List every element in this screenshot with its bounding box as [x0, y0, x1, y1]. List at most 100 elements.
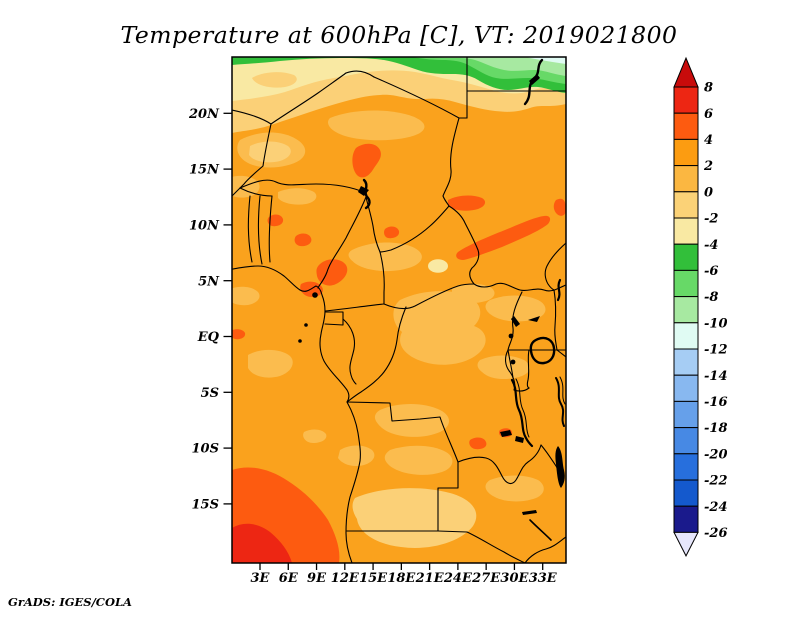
country-borders-part — [239, 123, 272, 189]
country-borders-part — [346, 306, 407, 403]
warm-patches-part — [553, 198, 566, 216]
colorbar-segment — [673, 400, 699, 429]
lake-kivu — [510, 359, 516, 365]
country-borders-part — [317, 196, 367, 289]
contour-patches-part — [303, 429, 327, 443]
colorbar-label: -20 — [704, 447, 728, 462]
country-borders-part — [556, 349, 566, 358]
warm-patches-part — [384, 226, 400, 239]
lakes-and-rivers — [298, 58, 566, 541]
lon-tick-label: 15E — [359, 571, 388, 586]
warm-patches-part — [294, 233, 312, 247]
country-borders-part — [324, 303, 385, 312]
colorbar-segment — [673, 322, 699, 350]
principe-island — [304, 323, 308, 327]
lakes-and-rivers-part — [515, 378, 530, 438]
lon-tick-label: 18E — [387, 571, 416, 586]
country-borders-part — [379, 205, 450, 253]
lon-tick-label: 3E — [251, 571, 271, 586]
colorbar-segment — [673, 243, 699, 271]
lake-kyoga — [528, 316, 540, 322]
colorbar-label: -26 — [704, 526, 728, 541]
lon-tick-label: 6E — [279, 571, 299, 586]
colorbar-segment — [673, 453, 699, 481]
country-borders-part — [553, 289, 558, 351]
colorbar-arrow-above — [673, 56, 699, 88]
coastline — [232, 265, 361, 563]
contour-patches-part — [452, 283, 495, 304]
longitude-axis: 3E 6E 9E 12E 15E 18E 21E 24E 27E 30E 33E — [251, 563, 558, 586]
country-borders-part — [457, 444, 542, 485]
lake-turkana — [556, 278, 562, 302]
colorbar-segment — [673, 374, 699, 402]
contour-patches-part — [352, 488, 477, 548]
band-minus8-minus6 — [232, 57, 566, 84]
colorbar-segment — [673, 296, 699, 324]
band-minus10-minus8 — [410, 57, 566, 76]
sudan-warm-belt — [456, 215, 551, 260]
contour-patches-part — [393, 291, 486, 365]
lon-tick-label: 30E — [500, 571, 529, 586]
pale-yellow-spot — [428, 259, 448, 273]
north-cold-bands — [232, 57, 566, 133]
colorbar-segment — [673, 86, 699, 114]
tan-streak — [252, 72, 297, 88]
lat-tick-label: 15N — [189, 163, 220, 178]
lake-edward — [508, 333, 514, 339]
lon-tick-label: 27E — [471, 571, 501, 586]
colorbar-segment — [673, 112, 699, 140]
lat-tick-label: 10N — [189, 219, 220, 234]
sw-ocean-hot-core — [232, 523, 292, 563]
warm-patches-part — [267, 214, 284, 227]
contour-patches-part — [232, 175, 260, 198]
country-borders-part — [437, 530, 526, 563]
lon-tick-label: 12E — [331, 571, 360, 586]
contour-patches-part — [384, 445, 453, 475]
colorbar-segment — [673, 138, 699, 167]
lakes-and-rivers-part — [515, 436, 524, 443]
lakes-and-rivers-part — [358, 186, 369, 196]
colorbar-segment — [673, 505, 699, 533]
colorbar-segment — [673, 479, 699, 507]
bioko-island — [312, 292, 318, 298]
sao-tome-island — [298, 339, 302, 343]
colorbar-label: -8 — [704, 290, 718, 305]
country-borders-part — [442, 117, 480, 285]
warm-patches-part — [232, 329, 246, 340]
country-borders-part — [473, 282, 566, 292]
map-plot-area — [232, 57, 566, 563]
contour-patches-part — [374, 404, 449, 437]
lake-malawi — [555, 446, 565, 488]
country-borders-part — [346, 401, 459, 463]
country-borders-part — [437, 461, 459, 532]
lake-albert — [511, 316, 520, 327]
latitude-axis: 20N 15N 10N 5N EQ 5S 10S 15S — [188, 107, 232, 513]
country-borders-part — [247, 195, 253, 263]
country-borders-part — [383, 283, 475, 309]
lake-victoria — [529, 336, 556, 365]
lakes-and-rivers-part — [559, 376, 566, 405]
colorbar-label: -12 — [704, 343, 728, 358]
lat-tick-label: 20N — [188, 107, 220, 122]
warm-patches-part — [448, 195, 486, 211]
contour-patches-part — [278, 188, 317, 205]
country-borders-part — [524, 536, 566, 563]
lon-tick-label: 9E — [307, 571, 327, 586]
country-borders-part — [268, 195, 273, 263]
country-borders-part — [507, 291, 523, 379]
colorbar-label: -24 — [704, 500, 728, 515]
contour-patches-part — [327, 110, 425, 141]
country-borders-part — [544, 242, 566, 291]
colorbar-label: -18 — [704, 421, 728, 436]
lon-tick-label: 21E — [415, 571, 445, 586]
contour-patches-part — [348, 242, 422, 272]
country-borders-part — [232, 109, 272, 125]
contour-patches — [232, 110, 546, 548]
lat-tick-label: EQ — [197, 330, 220, 345]
lat-tick-label: 5N — [198, 274, 220, 289]
country-borders — [232, 57, 566, 563]
colorbar-arrow-below — [673, 531, 699, 557]
contour-patches-part — [249, 141, 291, 163]
